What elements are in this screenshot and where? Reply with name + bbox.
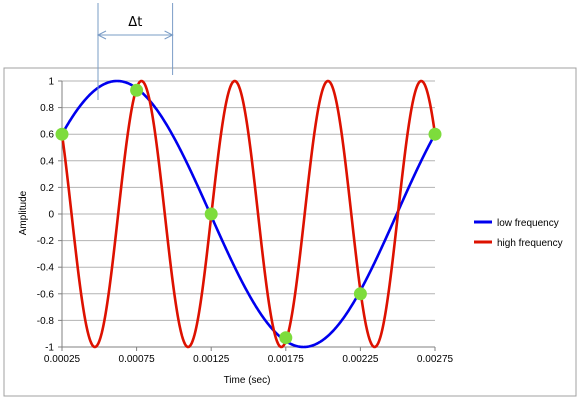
series-lines xyxy=(60,79,437,349)
x-tick-label: 0.00125 xyxy=(193,354,230,365)
y-tick-label: 0.2 xyxy=(40,183,54,194)
y-axis: 1 0.8 0.6 0.4 0.2 0 -0.2 -0.4 -0.6 -0.8 -1 xyxy=(37,77,63,354)
legend-label-low-frequency: low frequency xyxy=(497,218,559,229)
sample-point xyxy=(55,127,69,141)
series-line-low-frequency xyxy=(60,79,437,349)
x-tick-label: 0.00225 xyxy=(342,354,379,365)
delta-t-arrowhead-right xyxy=(164,30,174,40)
sample-point xyxy=(279,331,293,345)
sample-point xyxy=(204,207,218,221)
legend-label-high-frequency: high frequency xyxy=(497,238,563,249)
y-tick-label: 0.8 xyxy=(40,103,54,114)
y-tick-label: 0.6 xyxy=(40,130,54,141)
y-tick-label: 0.4 xyxy=(40,156,54,167)
y-tick-label: 0 xyxy=(48,210,54,221)
y-axis-title: Amplitude xyxy=(18,190,29,235)
x-tick-label: 0.00075 xyxy=(119,354,156,365)
y-tick-label: -0.2 xyxy=(37,236,55,247)
sample-point xyxy=(353,287,367,301)
delta-t-label: Δt xyxy=(128,15,142,30)
x-tick-label: 0.00175 xyxy=(268,354,305,365)
series-line-high-frequency xyxy=(60,79,437,349)
y-tick-label: -1 xyxy=(45,343,54,354)
sample-points xyxy=(55,83,442,345)
y-tick-label: -0.4 xyxy=(37,263,55,274)
legend: low frequency high frequency xyxy=(474,218,563,249)
sample-point xyxy=(130,83,144,97)
x-axis-title: Time (sec) xyxy=(224,375,271,386)
y-tick-label: -0.6 xyxy=(37,289,55,300)
delta-t-annotation: Δt xyxy=(96,3,174,100)
y-tick-label: 1 xyxy=(48,77,54,88)
x-tick-label: 0.00025 xyxy=(44,354,81,365)
x-tick-label: 0.00275 xyxy=(417,354,454,365)
delta-t-arrowhead-left xyxy=(96,30,107,40)
sample-point xyxy=(428,127,442,141)
y-tick-label: -0.8 xyxy=(37,316,55,327)
